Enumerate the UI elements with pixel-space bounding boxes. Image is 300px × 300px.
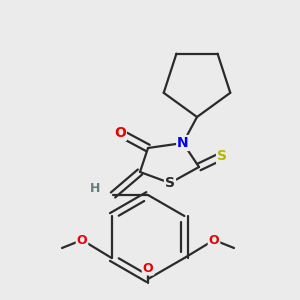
Text: O: O xyxy=(114,126,126,140)
Text: O: O xyxy=(209,233,219,247)
Text: O: O xyxy=(77,233,87,247)
Text: H: H xyxy=(90,182,100,194)
Text: N: N xyxy=(177,136,189,150)
Text: S: S xyxy=(165,176,175,190)
Text: O: O xyxy=(143,262,153,275)
Text: S: S xyxy=(217,149,227,163)
